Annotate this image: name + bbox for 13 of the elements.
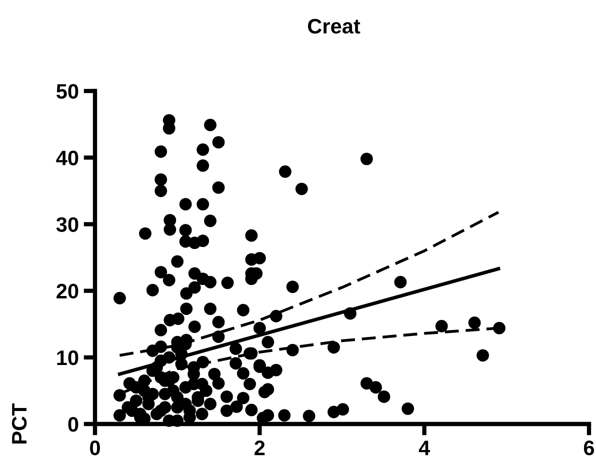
y-tick-label: 30 <box>56 217 78 232</box>
x-tick-label: 4 <box>418 440 430 456</box>
chart-title: Creat <box>308 18 360 34</box>
x-tick-label: 2 <box>254 440 265 456</box>
y-tick-label: 10 <box>57 350 78 366</box>
x-tick-label: 6 <box>584 440 594 456</box>
y-tick-label: 40 <box>56 150 78 166</box>
y-axis-title: PCT <box>12 403 27 444</box>
line-series <box>118 210 500 357</box>
y-tick-label: 50 <box>56 84 78 99</box>
y-tick-label: 0 <box>68 417 78 432</box>
x-tick-label: 0 <box>90 440 100 456</box>
y-tick-label: 20 <box>56 284 78 299</box>
